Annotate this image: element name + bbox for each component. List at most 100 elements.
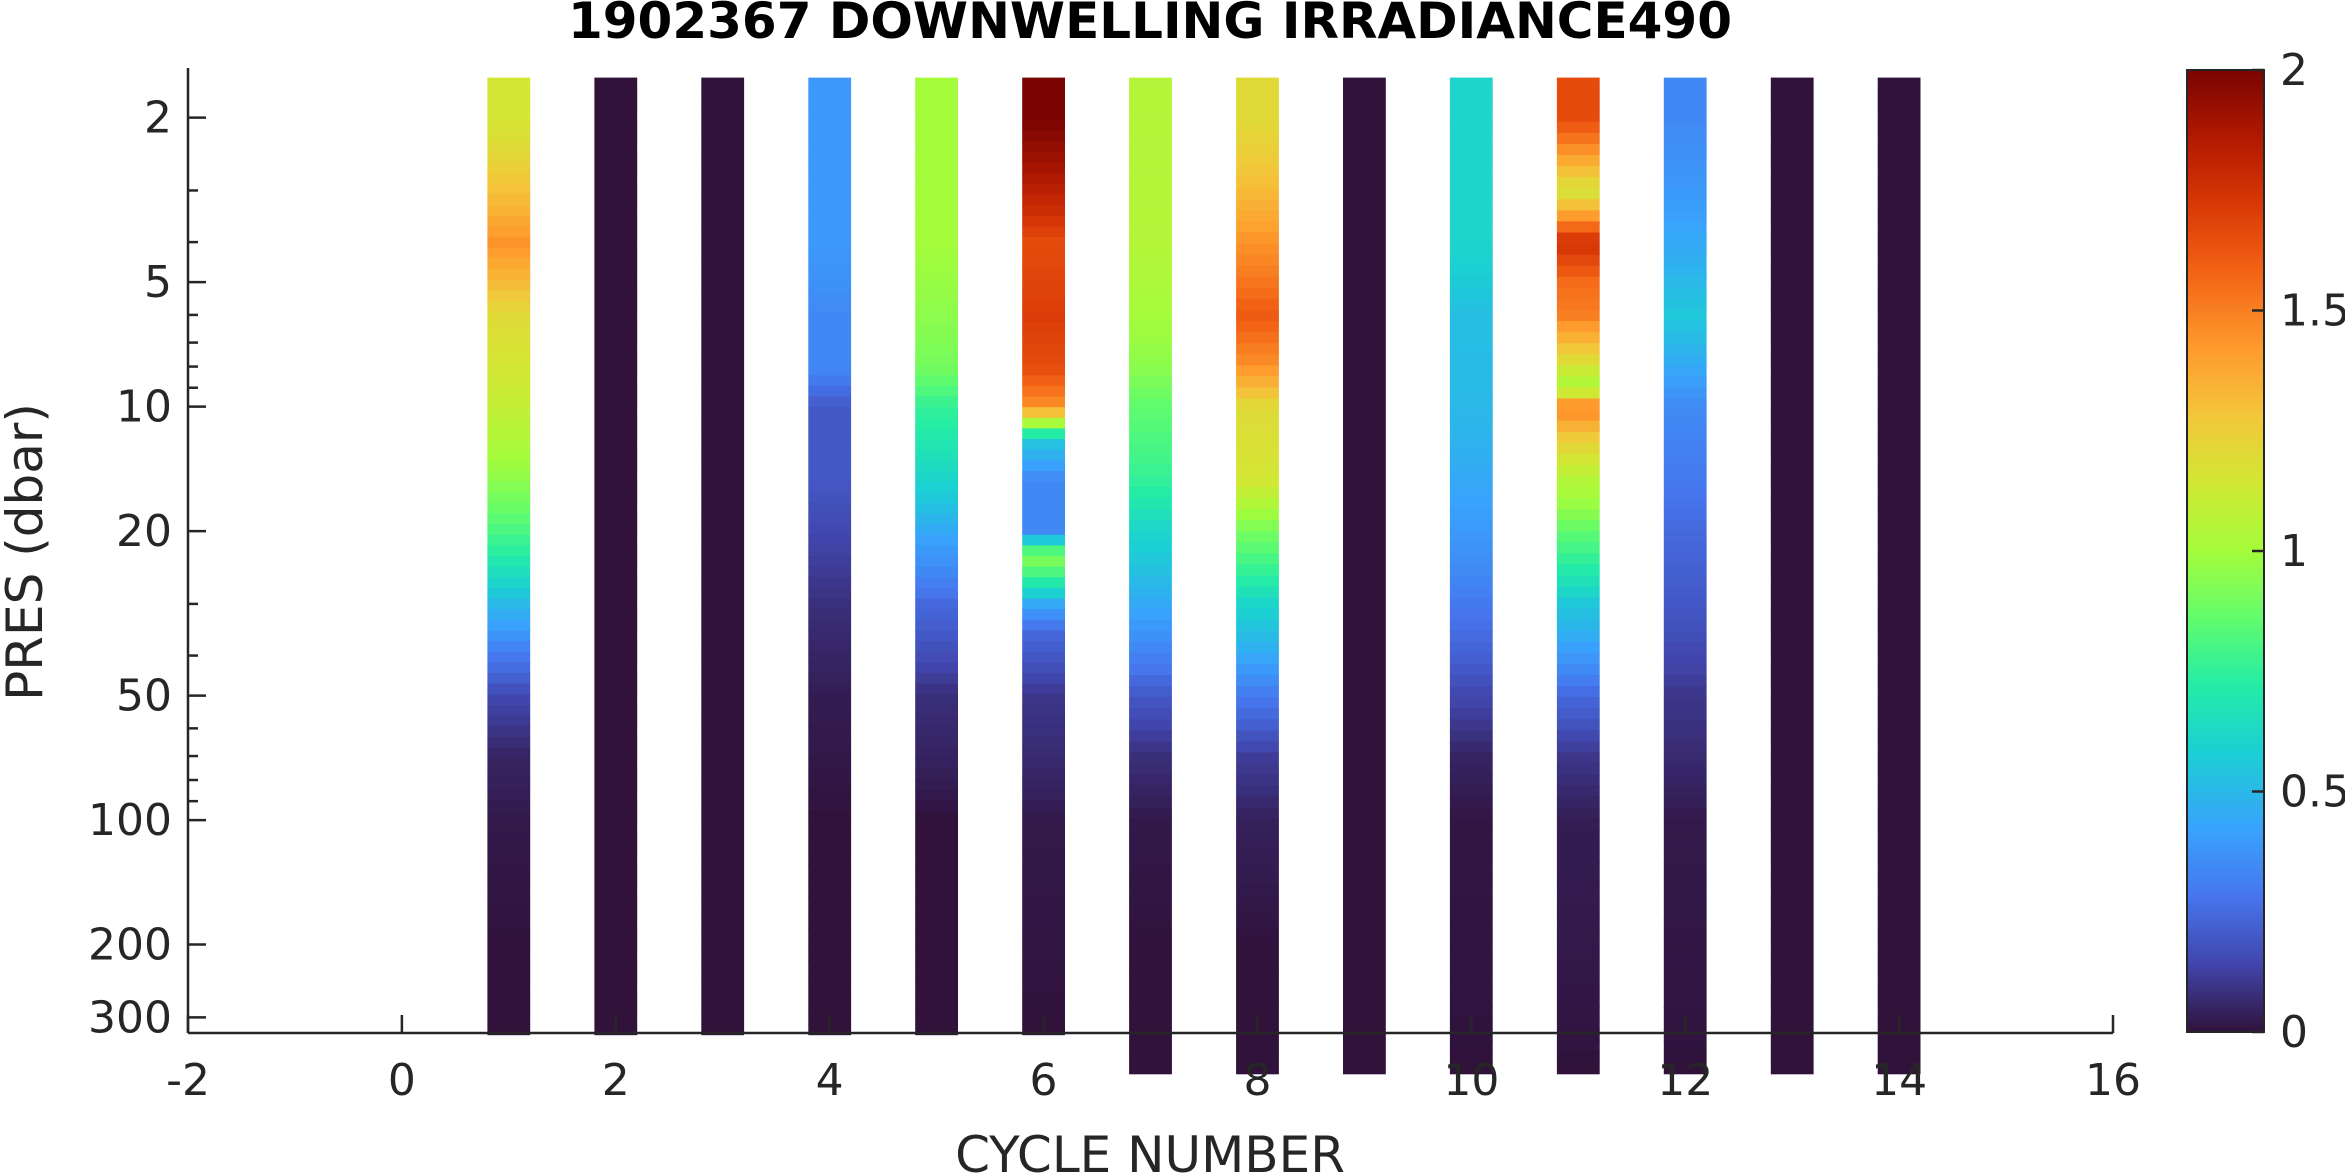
profile-cell [915, 343, 958, 355]
profile-cell [1556, 110, 1600, 123]
profile-cell [1449, 542, 1493, 555]
profile-cell [808, 439, 852, 451]
profile-cell [915, 694, 958, 706]
profile-cell [1556, 398, 1600, 411]
profile-cell [1663, 818, 1707, 831]
profile-cell [487, 556, 531, 568]
profile-cell [1877, 409, 1921, 422]
profile-cell [1129, 608, 1172, 621]
y-tick-label: 100 [88, 795, 172, 846]
profile-cell [1343, 221, 1386, 234]
profile-cell [1663, 564, 1707, 577]
profile-cell [1877, 431, 1921, 444]
profile-cell [1770, 144, 1814, 156]
profile-cell [1877, 332, 1921, 344]
profile-cell [1236, 177, 1279, 190]
profile-cell [487, 524, 531, 536]
profile-cell [915, 322, 958, 334]
profile-cell [915, 88, 958, 100]
profile-cell [1129, 442, 1172, 455]
profile-cell [701, 322, 745, 334]
profile-cell [1449, 155, 1493, 167]
profile-cell [594, 832, 638, 844]
profile-cell [594, 385, 638, 398]
profile-cell [701, 821, 745, 834]
profile-cell [487, 141, 531, 153]
profile-cell [1129, 586, 1172, 599]
profile-cell [1663, 464, 1707, 477]
profile-cell [1770, 619, 1814, 632]
profile-cell [487, 120, 531, 132]
profile-cell [1236, 210, 1279, 223]
profile-cell [915, 290, 958, 302]
profile-cell [1449, 110, 1493, 123]
profile-cell [1449, 619, 1493, 632]
profile-cell [1236, 99, 1279, 112]
profile-cell [1022, 694, 1065, 706]
profile-cell [594, 800, 638, 812]
profile-cell [701, 481, 745, 493]
profile-cell [1236, 763, 1279, 776]
profile-cell [808, 545, 852, 557]
profile-cell [1129, 298, 1172, 311]
profile-cell [1022, 343, 1065, 355]
profile-cell [1663, 553, 1707, 566]
profile-cell [594, 736, 638, 749]
x-tick-label: 4 [816, 1055, 844, 1106]
profile-cell [594, 524, 638, 536]
profile-cell [1343, 774, 1386, 787]
profile-cell [1663, 918, 1707, 931]
profile-cell [1556, 564, 1600, 577]
profile-cell [487, 896, 531, 908]
profile-cell [1877, 818, 1921, 831]
profile-cell [701, 662, 745, 674]
profile-cell [594, 417, 638, 430]
profile-cell [1343, 697, 1386, 710]
profile-cell [487, 205, 531, 217]
profile-cell [1236, 608, 1279, 621]
profile-cell [1556, 88, 1600, 101]
profile-cell [1343, 210, 1386, 223]
profile-cell [808, 98, 852, 111]
profile-cell [1770, 708, 1814, 721]
profile-cell [701, 449, 745, 462]
profile-cell [808, 226, 852, 238]
profile-cell [915, 152, 958, 164]
profile-cell [1770, 641, 1814, 654]
profile-cell [1556, 132, 1600, 145]
profile-cell [1343, 310, 1386, 322]
profile-cell [1770, 287, 1814, 300]
profile-cell [701, 949, 745, 961]
profile-cell [1770, 420, 1814, 433]
profile-cell [594, 789, 638, 802]
profile-cell [808, 789, 852, 802]
profile-cell [1129, 199, 1172, 212]
profile-cell [1770, 741, 1814, 754]
profile-cell [808, 471, 852, 483]
profile-cell [1556, 807, 1600, 820]
profile-cell [701, 375, 745, 387]
profile-cell [1556, 475, 1600, 488]
profile-cell [1877, 475, 1921, 488]
profile-cell [1556, 896, 1600, 909]
profile-cell [487, 237, 531, 249]
profile-cell [1770, 121, 1814, 134]
profile-cycle-2 [594, 77, 638, 1036]
profile-cell [1556, 188, 1600, 201]
profile-cell [594, 630, 638, 642]
x-tick-label: 12 [1657, 1055, 1713, 1106]
profile-cell [1022, 545, 1065, 557]
profile-cell [808, 981, 852, 993]
profile-cell [1877, 442, 1921, 455]
profile-cell [1770, 984, 1814, 997]
profile-cell [1449, 321, 1493, 333]
colorbar-tick-label: 0.5 [2280, 767, 2345, 818]
profile-cell [1877, 265, 1921, 278]
profile-cell [1877, 221, 1921, 234]
profile-cell [1022, 736, 1065, 749]
profile-cell [1663, 807, 1707, 820]
profile-cell [808, 917, 852, 929]
profile-cell [1236, 464, 1279, 477]
profile-cell [701, 524, 745, 536]
profile-cell [915, 779, 958, 791]
